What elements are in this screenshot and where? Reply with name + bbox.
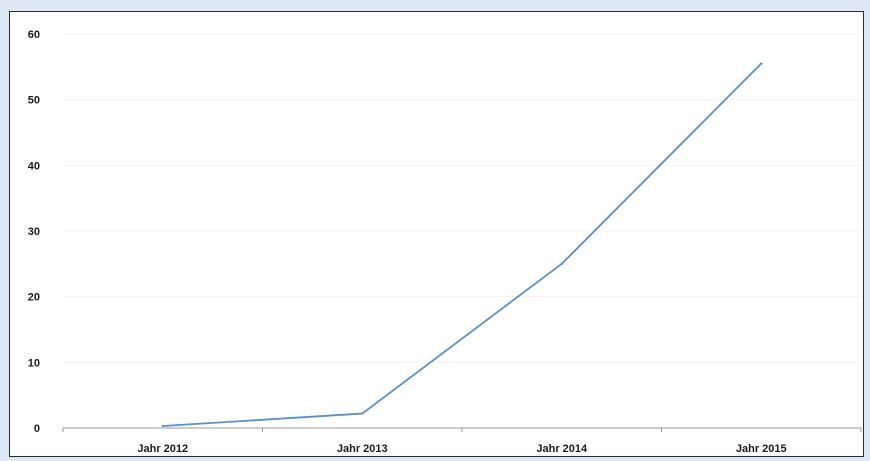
series-line [161, 62, 763, 427]
x-tick-label: Jahr 2015 [736, 443, 787, 455]
y-tick-label: 40 [28, 160, 40, 172]
data-point [361, 412, 364, 415]
data-point [760, 62, 763, 65]
x-tick-label: Jahr 2012 [137, 443, 188, 455]
data-point [560, 262, 563, 266]
y-tick-label: 30 [28, 226, 40, 238]
axes [62, 427, 862, 432]
y-tick-label: 0 [34, 423, 40, 435]
y-tick-label: 60 [28, 29, 40, 41]
chart-frame: 0 10 20 30 40 50 60 Jahr 2012 Jahr 2013 Jahr 201… [9, 11, 864, 457]
y-tick-label: 20 [28, 292, 40, 304]
y-tick-label: 50 [28, 95, 40, 107]
x-tick-label: Jahr 2013 [337, 443, 388, 455]
x-tick-labels: Jahr 2012 Jahr 2013 Jahr 2014 Jahr 2015 [137, 443, 786, 455]
y-tick-labels: 0 10 20 30 40 50 60 [28, 29, 40, 435]
y-tick-label: 10 [28, 357, 40, 369]
x-tick-label: Jahr 2014 [536, 443, 588, 455]
series-layer [161, 62, 763, 428]
data-point [161, 424, 164, 428]
gridlines [63, 33, 861, 363]
